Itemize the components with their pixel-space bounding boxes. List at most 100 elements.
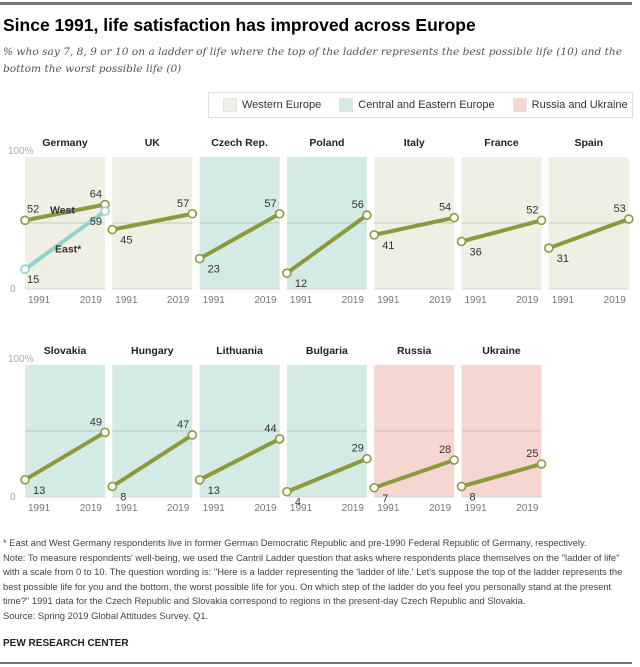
data-point [362, 453, 372, 464]
data-label: 13 [33, 485, 45, 497]
small-multiples-chart: 100% 0 100% 0 Germany 1991 2019 52 64 West 15 59 Eas… [8, 137, 634, 514]
series-line [198, 437, 281, 482]
x-tick-label: 2019 [516, 295, 539, 306]
x-tick-label: 1991 [28, 503, 51, 514]
x-tick-label: 2019 [429, 295, 452, 306]
pew-logo-text: PEW RESEARCH CENTER [3, 638, 129, 649]
series-line [548, 217, 630, 250]
series-line [460, 462, 543, 489]
x-tick-label: 1991 [465, 295, 488, 306]
series-line [111, 211, 193, 232]
legend-label: Western Europe [242, 99, 322, 111]
footnote-source: Source: Spring 2019 Global Attitudes Sur… [3, 609, 209, 621]
data-label: 28 [439, 444, 451, 456]
data-point [456, 236, 467, 247]
x-tick-label: 2019 [604, 295, 627, 306]
chart-title: Since 1991, life satisfaction has improv… [3, 15, 476, 35]
x-tick-label: 1991 [28, 295, 51, 306]
series-line [24, 202, 106, 223]
data-point [536, 215, 547, 226]
data-label: 54 [439, 202, 451, 214]
series-line [373, 215, 455, 237]
series-line [198, 212, 281, 261]
data-point [274, 208, 285, 219]
x-tick-label: 2019 [254, 295, 277, 306]
data-label: 52 [526, 204, 538, 216]
x-tick-label: 2019 [342, 295, 365, 306]
series-line [23, 209, 107, 271]
data-point [194, 253, 205, 264]
data-point [107, 481, 118, 492]
series-line [373, 458, 455, 490]
data-label: 56 [352, 199, 364, 211]
data-point [623, 214, 634, 224]
panel-title: Russia [397, 345, 432, 357]
panel-title: Spain [575, 137, 604, 149]
y-tick-label: 100% [8, 354, 34, 365]
series-line [285, 213, 369, 275]
data-label: 4 [295, 497, 301, 509]
panel-title: Germany [42, 137, 88, 149]
data-label: 8 [120, 491, 126, 503]
data-label: 57 [177, 198, 189, 210]
x-tick-label: 1991 [115, 503, 138, 514]
x-tick-label: 2019 [254, 503, 277, 514]
bottom-rule [0, 662, 632, 664]
top-rule [0, 2, 632, 5]
data-label: 25 [526, 448, 538, 460]
legend-item-central-eastern: Central and Eastern Europe [339, 98, 495, 112]
data-point [369, 482, 380, 493]
data-point [20, 475, 30, 485]
data-label: 57 [264, 198, 276, 210]
panel-title: Italy [404, 137, 425, 149]
data-point [362, 210, 372, 220]
x-tick-label: 1991 [203, 295, 226, 306]
x-tick-label: 2019 [516, 503, 539, 514]
data-point [543, 243, 554, 253]
legend: Western Europe Central and Eastern Europ… [208, 92, 633, 118]
legend-label: Central and Eastern Europe [358, 99, 495, 111]
data-point [369, 230, 380, 240]
data-point [536, 459, 547, 469]
x-tick-label: 2019 [429, 503, 452, 514]
data-point [100, 206, 110, 216]
x-tick-label: 1991 [290, 295, 313, 306]
data-label: 12 [295, 278, 307, 290]
data-point [20, 264, 30, 274]
footnote-note: Note: To measure respondents' well-being… [3, 551, 623, 607]
panel-title: Ukraine [482, 345, 521, 357]
legend-item-western: Western Europe [223, 98, 321, 112]
legend-swatch [339, 98, 354, 112]
footnotes: * East and West Germany respondents live… [3, 536, 635, 623]
data-label: 8 [470, 491, 476, 503]
x-tick-label: 1991 [377, 503, 400, 514]
chart-subtitle: % who say 7, 8, 9 or 10 on a ladder of l… [3, 46, 622, 75]
data-point [282, 486, 292, 497]
y-tick-label: 0 [10, 284, 16, 295]
x-tick-label: 2019 [80, 503, 103, 514]
data-point [449, 212, 460, 223]
x-tick-label: 1991 [465, 503, 488, 514]
y-tick-label: 100% [8, 146, 34, 157]
x-tick-label: 2019 [167, 503, 190, 514]
panel-title: Hungary [131, 345, 174, 357]
data-label: 13 [208, 485, 220, 497]
legend-item-russia-ukraine: Russia and Ukraine [512, 98, 628, 112]
panel-title: Poland [309, 137, 344, 149]
panel-title: Bulgaria [306, 345, 348, 357]
data-label: 64 [90, 189, 102, 201]
x-tick-label: 2019 [80, 295, 103, 306]
data-label: 44 [264, 423, 276, 435]
panel-title: UK [145, 137, 161, 149]
series-label: West [50, 204, 75, 216]
data-label: 49 [90, 416, 102, 428]
data-point [194, 475, 205, 485]
legend-swatch [512, 98, 527, 112]
panel-title: France [484, 137, 519, 149]
data-point [20, 215, 30, 226]
data-point [107, 224, 118, 235]
data-label: 29 [352, 443, 364, 455]
data-label: 23 [208, 264, 220, 276]
x-tick-label: 2019 [342, 503, 365, 514]
data-label: 31 [557, 253, 569, 265]
